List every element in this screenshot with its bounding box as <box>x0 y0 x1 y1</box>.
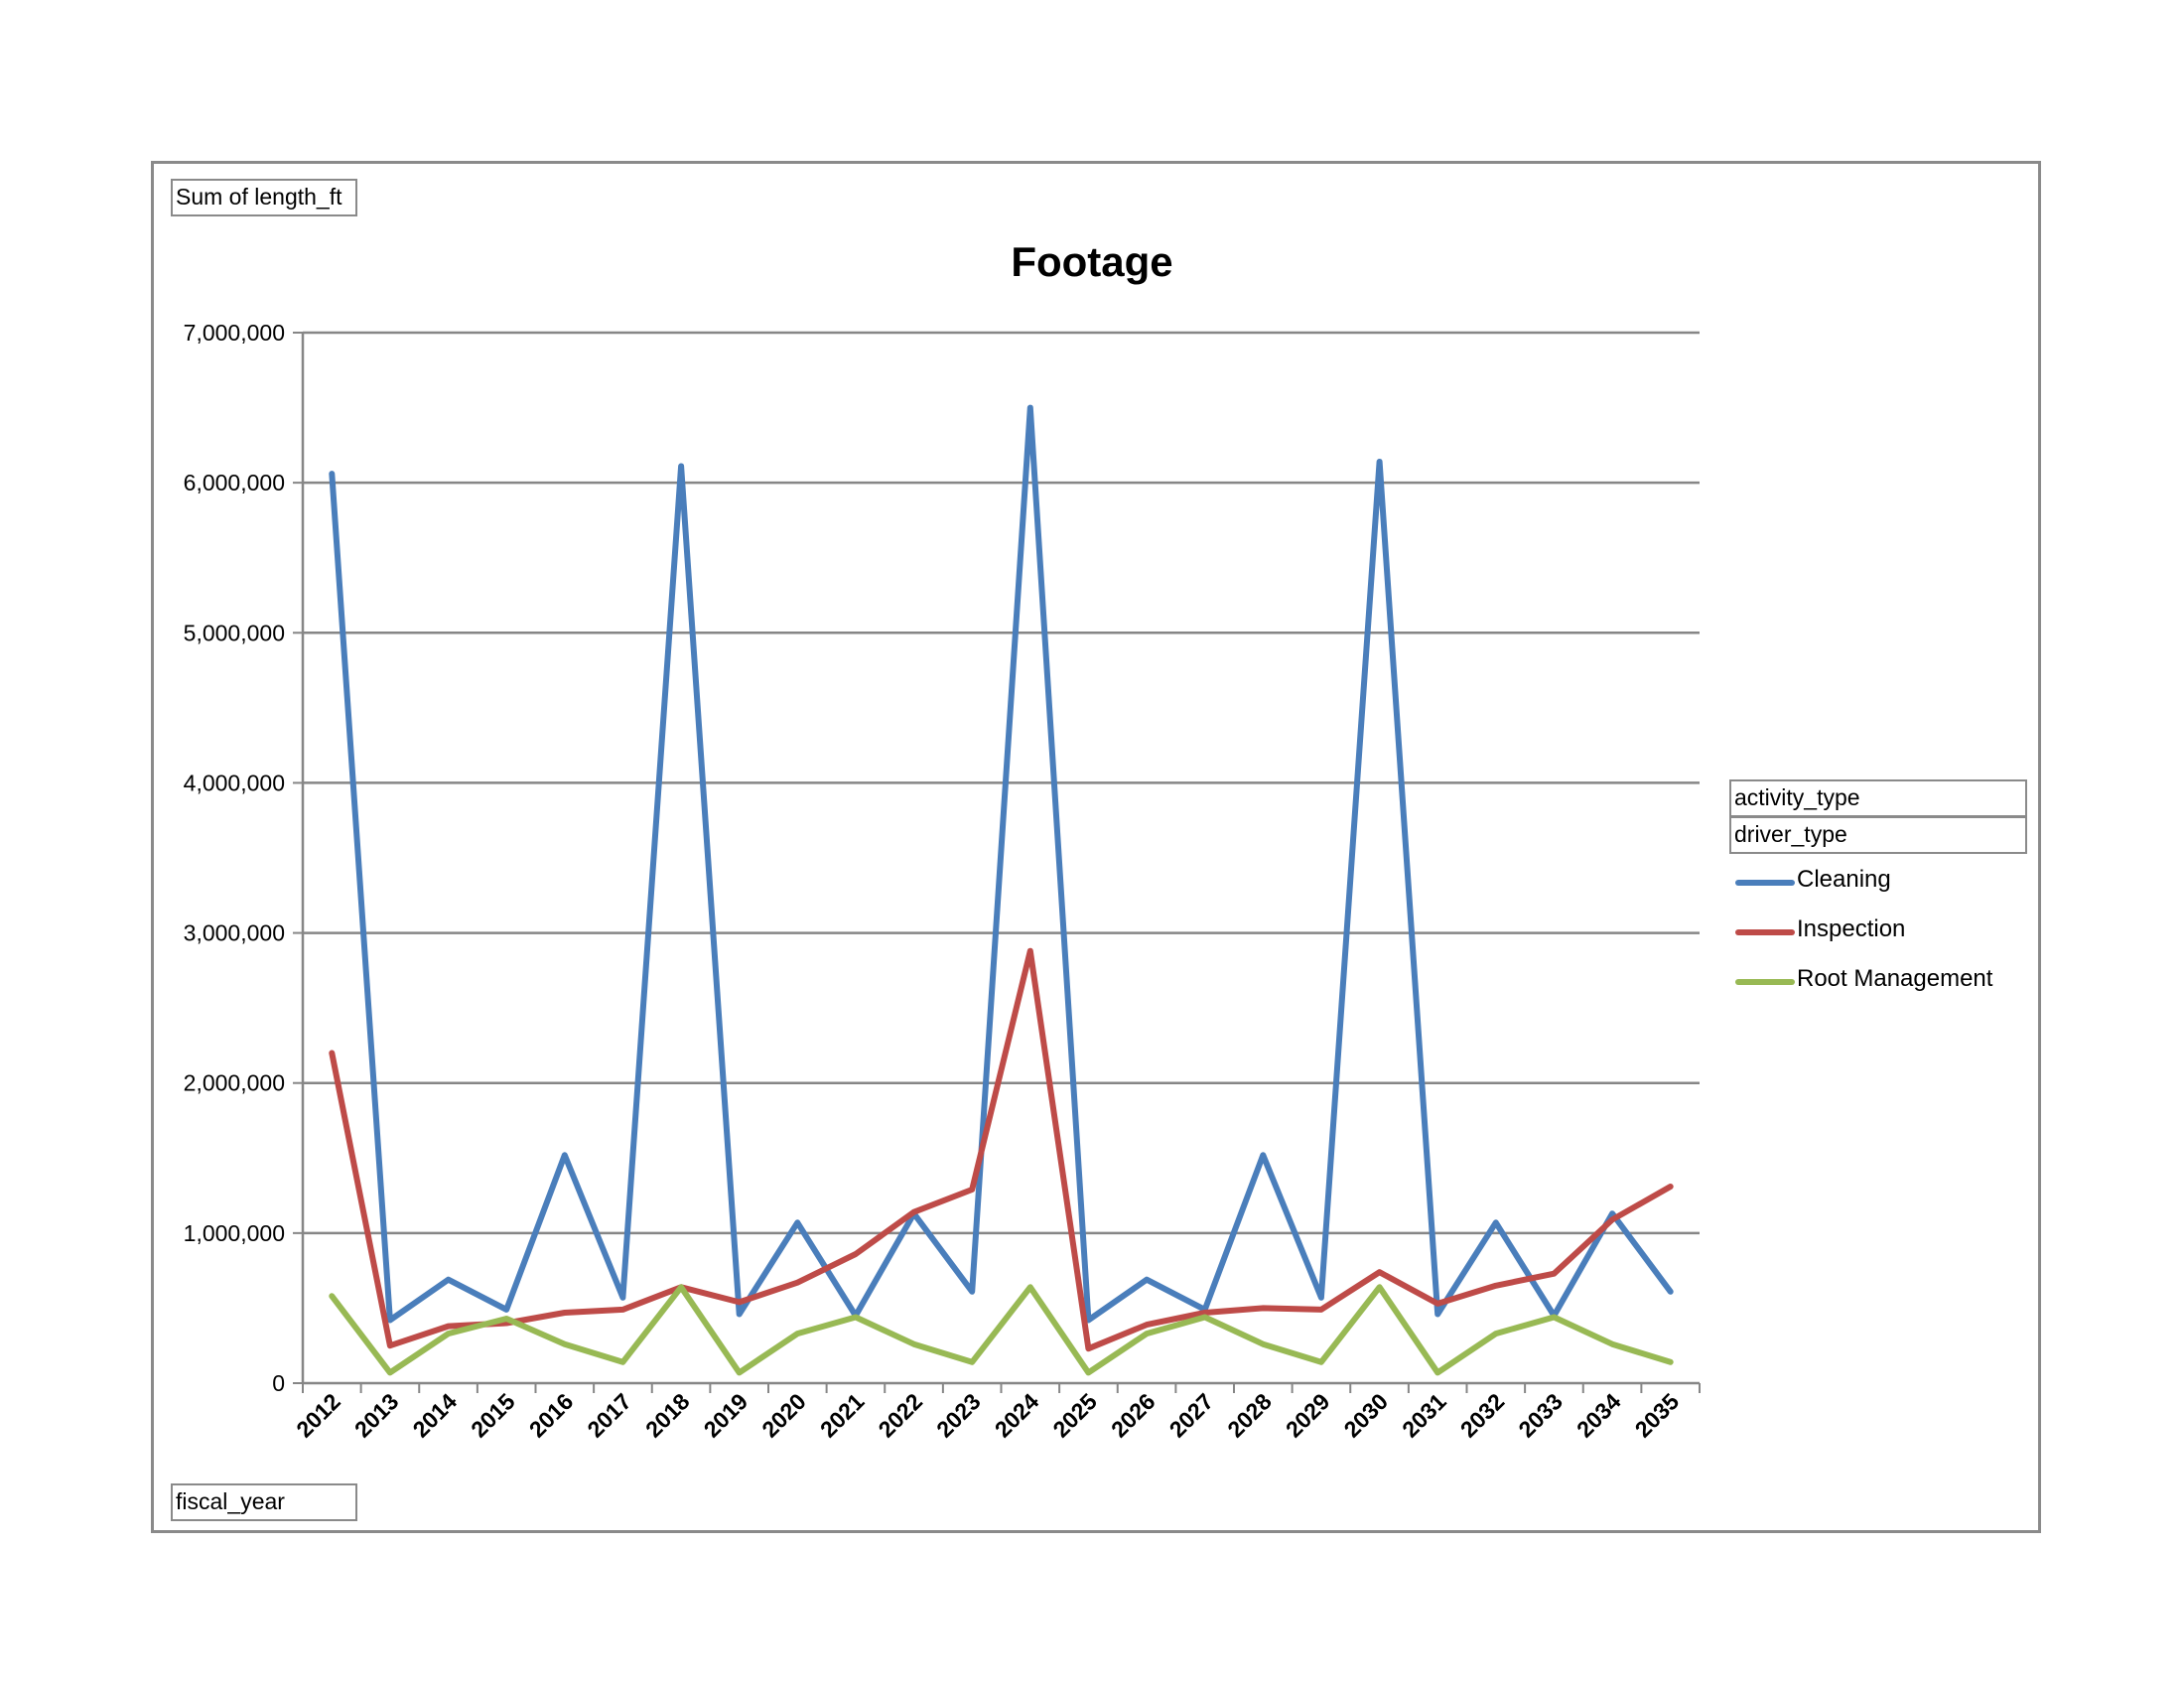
x-tick-label: 2029 <box>1281 1388 1335 1443</box>
x-tick-label: 2019 <box>699 1388 753 1443</box>
legend-swatch-root-management <box>1735 979 1795 985</box>
values-field-button[interactable]: Sum of length_ft <box>171 179 357 216</box>
legend-field-button-activity-type[interactable]: activity_type <box>1729 779 2027 817</box>
y-tick-label: 3,000,000 <box>184 920 285 946</box>
x-tick-label: 2022 <box>874 1388 928 1443</box>
x-tick-label: 2034 <box>1571 1388 1626 1443</box>
x-tick-label: 2015 <box>466 1388 520 1443</box>
x-tick-label: 2033 <box>1513 1388 1568 1443</box>
legend-swatch-cleaning <box>1735 880 1795 886</box>
x-tick-label: 2021 <box>815 1388 870 1443</box>
x-tick-label: 2035 <box>1630 1388 1685 1443</box>
x-tick-label: 2018 <box>640 1388 695 1443</box>
x-tick-label: 2024 <box>990 1388 1044 1443</box>
chart-title: Footage <box>1011 238 1173 285</box>
axis-field-button[interactable]: fiscal_year <box>171 1483 357 1521</box>
y-tick-label: 5,000,000 <box>184 620 285 645</box>
y-tick-label: 1,000,000 <box>184 1220 285 1246</box>
series-line-inspection <box>329 947 1674 1352</box>
x-tick-label: 2017 <box>582 1388 636 1443</box>
y-tick-label: 7,000,000 <box>184 320 285 346</box>
x-tick-label: 2020 <box>756 1388 811 1443</box>
legend-label-inspection: Inspection <box>1797 915 1906 942</box>
x-tick-label: 2026 <box>1106 1388 1160 1443</box>
x-tick-label: 2032 <box>1455 1388 1510 1443</box>
legend-label-cleaning: Cleaning <box>1797 866 1891 893</box>
x-tick-label: 2023 <box>931 1388 986 1443</box>
y-tick-label: 0 <box>272 1370 285 1396</box>
x-tick-label: 2030 <box>1339 1388 1394 1443</box>
legend-label-root-management: Root Management <box>1797 965 1993 992</box>
y-tick-label: 6,000,000 <box>184 470 285 495</box>
series-line-root-management <box>329 1284 1674 1376</box>
y-tick-label: 2,000,000 <box>184 1070 285 1096</box>
x-tick-label: 2012 <box>291 1388 345 1443</box>
x-tick-label: 2014 <box>408 1388 463 1443</box>
x-tick-label: 2016 <box>524 1388 579 1443</box>
x-tick-label: 2027 <box>1164 1388 1219 1443</box>
x-tick-label: 2025 <box>1047 1388 1102 1443</box>
x-tick-label: 2028 <box>1222 1388 1277 1443</box>
x-tick-label: 2013 <box>349 1388 404 1443</box>
legend-swatch-inspection <box>1735 929 1795 935</box>
y-tick-label: 4,000,000 <box>184 770 285 795</box>
x-tick-label: 2031 <box>1397 1388 1451 1443</box>
legend-field-button-driver-type[interactable]: driver_type <box>1729 816 2027 854</box>
series-line-cleaning <box>329 404 1674 1324</box>
chart-frame <box>151 161 2041 1533</box>
